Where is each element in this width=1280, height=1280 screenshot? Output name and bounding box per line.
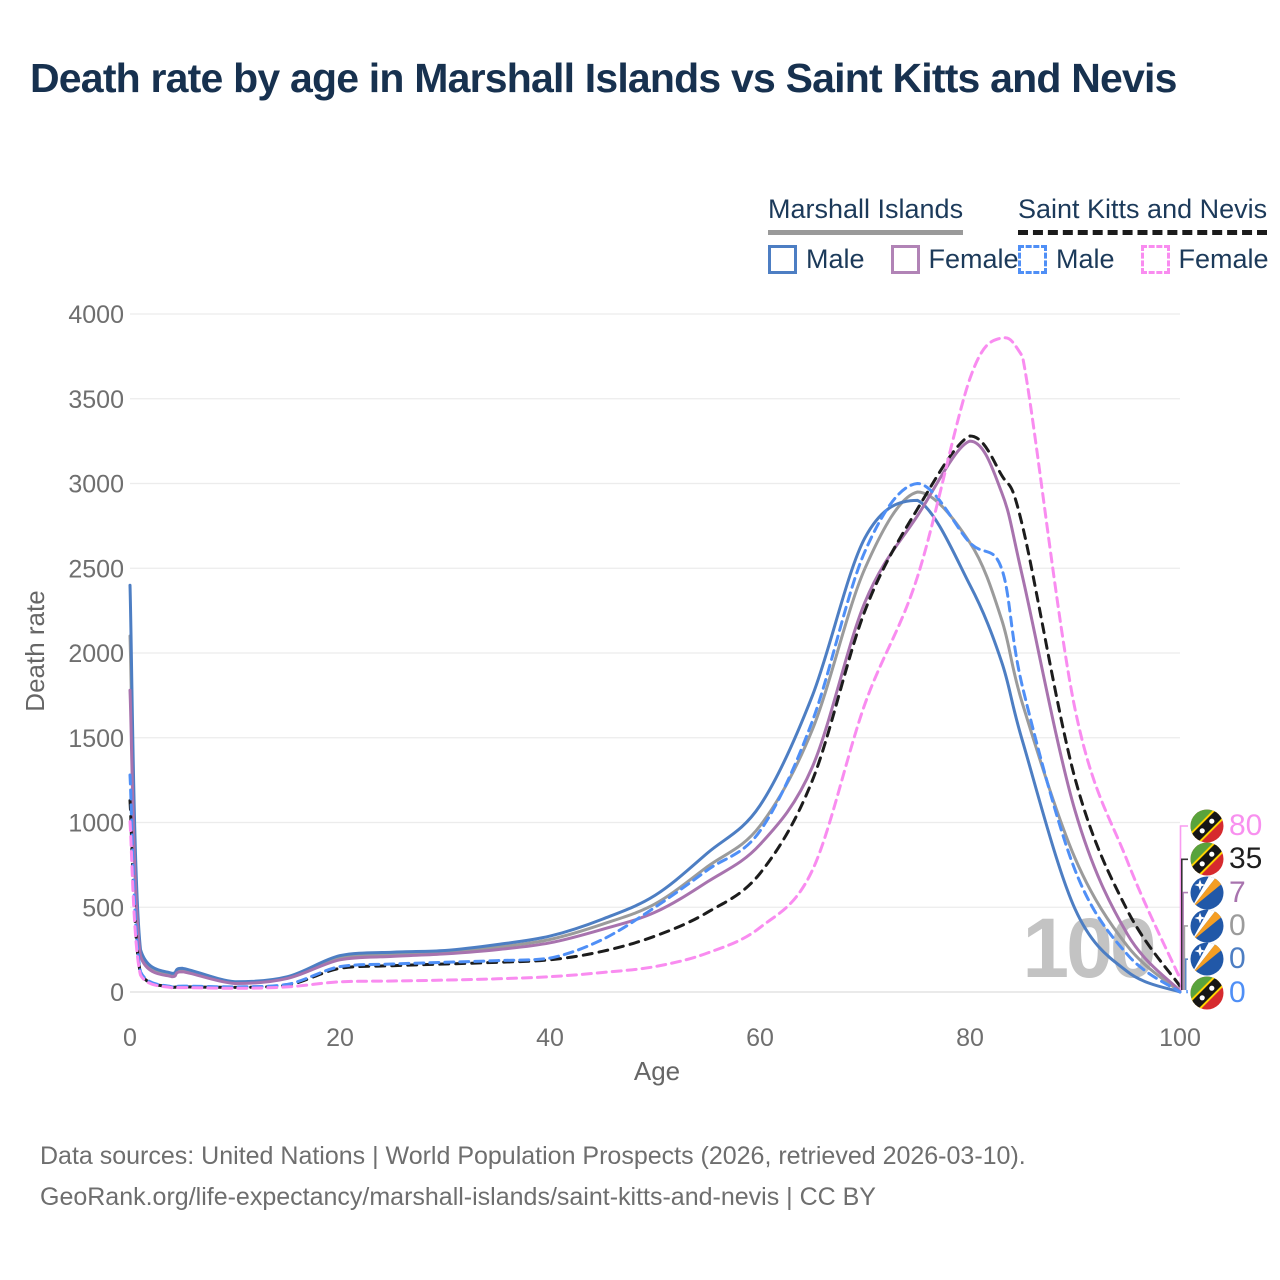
legend-item-label: Female <box>928 244 1019 274</box>
x-tick-label: 80 <box>956 1024 984 1052</box>
x-tick-label: 20 <box>326 1024 354 1052</box>
x-axis-title: Age <box>634 1056 680 1086</box>
marshall-islands-flag-icon <box>1190 876 1224 910</box>
y-tick-label: 0 <box>110 979 124 1007</box>
marshall-islands-flag-icon <box>1190 909 1224 943</box>
series-line-marshall-islands-female <box>128 439 1182 993</box>
marshall-islands-male-swatch-icon <box>768 245 797 274</box>
series-line-saint-kitts-and-nevis-female <box>128 336 1182 990</box>
saint-kitts-and-nevis-flag-icon <box>1190 976 1224 1009</box>
y-tick-label: 500 <box>82 894 124 922</box>
x-tick-label: 40 <box>536 1024 564 1052</box>
y-axis-title: Death rate <box>20 590 50 711</box>
end-label-value: 80 <box>1229 809 1263 842</box>
marshall-islands-flag-icon <box>1190 942 1224 976</box>
y-tick-label: 3000 <box>68 471 124 499</box>
y-tick-label: 3500 <box>68 386 124 414</box>
legend-item-saint-kitts-and-nevis-male[interactable]: Male <box>1018 244 1115 275</box>
y-tick-label: 2500 <box>68 555 124 583</box>
footer-attribution-line: GeoRank.org/life-expectancy/marshall-isl… <box>40 1183 876 1211</box>
end-label-saint-kitts-and-nevis-female: 80 <box>1190 809 1262 843</box>
end-label-leader-line <box>1181 858 1188 990</box>
saint-kitts-and-nevis-female-swatch-icon <box>1140 245 1170 274</box>
end-label-value: 0 <box>1229 942 1246 976</box>
y-tick-label: 2000 <box>68 640 124 668</box>
legend-item-marshall-islands-male[interactable]: Male <box>768 244 865 275</box>
end-label-value: 35 <box>1229 842 1263 876</box>
x-tick-label: 60 <box>746 1024 774 1052</box>
legend-item-label: Male <box>1056 244 1115 274</box>
legend-header-saint-kitts-and-nevis: Saint Kitts and Nevis <box>1018 194 1268 235</box>
saint-kitts-and-nevis-male-swatch-icon <box>1018 245 1047 274</box>
legend-item-label: Female <box>1178 244 1269 274</box>
hover-age-watermark: 100 <box>1022 901 1153 995</box>
end-label-leader-line <box>1179 825 1188 990</box>
legend-header-marshall-islands: Marshall Islands <box>768 194 964 235</box>
end-label-marshall-islands-male: 0 <box>1190 942 1246 976</box>
saint-kitts-and-nevis-flag-icon <box>1190 809 1224 843</box>
saint-kitts-and-nevis-flag-icon <box>1190 842 1224 876</box>
end-label-marshall-islands: 0 <box>1190 909 1246 943</box>
legend-group-marshall-islands: Marshall Islands Male Female <box>768 194 1019 275</box>
footer: Data sources: United Nations | World Pop… <box>40 1136 1026 1218</box>
legend-group-saint-kitts-and-nevis: Saint Kitts and Nevis Male Female <box>1018 194 1269 275</box>
legend-item-saint-kitts-and-nevis-female[interactable]: Female <box>1140 244 1269 275</box>
legend-item-marshall-islands-female[interactable]: Female <box>890 244 1019 275</box>
end-label-leader-line <box>1184 958 1188 990</box>
y-tick-label: 1500 <box>68 725 124 753</box>
end-label-leader-line <box>1186 990 1188 994</box>
series-line-marshall-islands-male <box>128 498 1182 994</box>
end-label-leader-line <box>1182 891 1188 990</box>
end-label-value: 7 <box>1229 875 1246 909</box>
end-label-value: 0 <box>1229 975 1246 1009</box>
y-tick-label: 4000 <box>68 301 124 329</box>
legend-item-label: Male <box>806 244 865 274</box>
end-label-leader-line <box>1183 925 1188 990</box>
end-label-marshall-islands-female: 7 <box>1190 876 1246 910</box>
x-tick-label: 100 <box>1159 1024 1201 1052</box>
page-title: Death rate by age in Marshall Islands vs… <box>30 55 1177 101</box>
y-tick-label: 1000 <box>68 810 124 838</box>
footer-sources-line: Data sources: United Nations | World Pop… <box>40 1142 1026 1170</box>
x-tick-label: 0 <box>123 1024 137 1052</box>
end-label-saint-kitts-and-nevis-male: 0 <box>1190 976 1246 1010</box>
marshall-islands-female-swatch-icon <box>890 245 920 274</box>
end-label-saint-kitts-and-nevis: 35 <box>1190 842 1262 876</box>
end-label-value: 0 <box>1229 908 1246 942</box>
